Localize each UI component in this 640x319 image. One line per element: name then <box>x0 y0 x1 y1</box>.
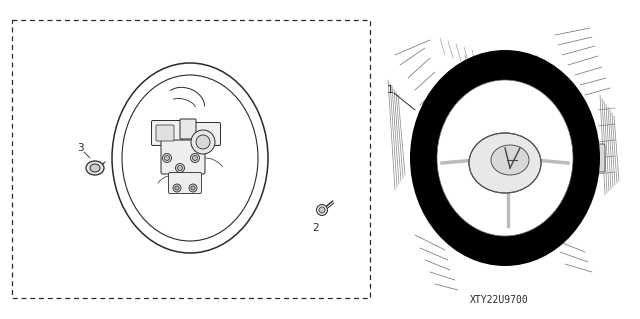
Circle shape <box>193 155 198 160</box>
FancyBboxPatch shape <box>168 173 202 194</box>
Ellipse shape <box>410 50 600 266</box>
Circle shape <box>319 207 325 213</box>
Circle shape <box>163 153 172 162</box>
FancyBboxPatch shape <box>180 119 196 139</box>
Text: 3: 3 <box>77 143 83 153</box>
FancyBboxPatch shape <box>191 122 221 145</box>
Ellipse shape <box>491 145 529 175</box>
Ellipse shape <box>469 133 541 193</box>
Circle shape <box>173 184 181 192</box>
FancyBboxPatch shape <box>573 144 605 172</box>
Circle shape <box>175 164 184 173</box>
Circle shape <box>189 184 197 192</box>
Circle shape <box>175 186 179 190</box>
FancyBboxPatch shape <box>161 140 205 174</box>
Text: 2: 2 <box>313 223 319 233</box>
Circle shape <box>317 204 328 216</box>
FancyBboxPatch shape <box>156 125 174 141</box>
Circle shape <box>196 135 210 149</box>
Circle shape <box>191 153 200 162</box>
Ellipse shape <box>90 164 100 172</box>
Ellipse shape <box>122 75 258 241</box>
Ellipse shape <box>86 161 104 175</box>
Circle shape <box>191 186 195 190</box>
Circle shape <box>191 130 215 154</box>
Ellipse shape <box>112 63 268 253</box>
Circle shape <box>164 155 170 160</box>
Text: 1: 1 <box>387 85 394 95</box>
Ellipse shape <box>437 80 573 236</box>
Text: XTY22U9700: XTY22U9700 <box>470 295 529 305</box>
FancyBboxPatch shape <box>152 121 182 145</box>
Circle shape <box>177 166 182 170</box>
Bar <box>12 20 370 298</box>
